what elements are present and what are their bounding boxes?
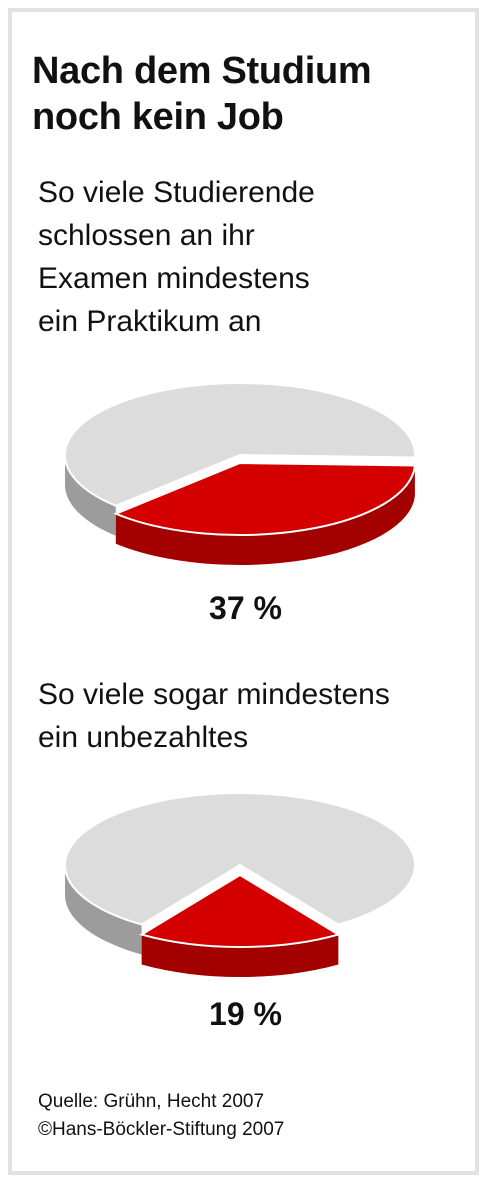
pie-1-slice-rest (64, 382, 416, 507)
pie-2-slice-highlight (139, 873, 341, 948)
pie-2-slice-rest (64, 792, 416, 926)
pie-chart-unpaid-internship (64, 792, 416, 977)
pie-1-highlight-side (115, 465, 415, 565)
infographic-card (8, 8, 479, 1175)
pie-2-rest-side (65, 865, 142, 955)
pie-1-rest-side (65, 455, 116, 536)
pie-chart-internship (64, 382, 416, 565)
pie-1-slice-highlight (113, 461, 416, 536)
copyright-note: ©Hans-Böckler-Stiftung 2007 (38, 1119, 285, 1140)
chart-2-value-label: 19 % (209, 996, 282, 1032)
source-note: Quelle: Grühn, Hecht 2007 (38, 1091, 265, 1112)
chart-1-caption: So viele Studierende schlossen an ihr Ex… (38, 176, 315, 338)
chart-1-value-label: 37 % (209, 590, 282, 626)
chart-2-caption: So viele sogar mindestens ein unbezahlte… (38, 678, 390, 754)
infographic-title: Nach dem Studium noch kein Job (32, 50, 372, 138)
